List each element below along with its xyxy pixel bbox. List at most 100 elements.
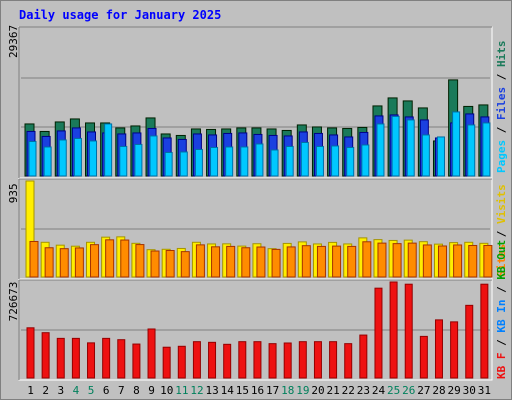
sites-bar [468,244,478,278]
pages-bar [179,151,188,177]
x-tick-label: 11 [175,384,188,397]
x-tick-label: 30 [463,384,476,397]
pages-bar [300,141,309,177]
legend-entry: KB In [495,300,508,333]
sites-bar [195,244,205,278]
legend-entry: KB Out [495,240,508,280]
pages-bar [73,137,82,177]
kb-bar [268,343,277,379]
x-tick-label: 25 [387,384,400,397]
pages-bar [452,111,461,177]
kb-bar [238,341,247,379]
kb-bar [41,332,50,379]
x-tick-label: 28 [432,384,445,397]
x-tick-label: 29 [448,384,461,397]
kb-bar [71,337,80,379]
kb-bar [419,335,428,379]
legend-entry: Sites [495,244,508,277]
pages-bar [240,146,249,177]
sites-bar [59,248,69,278]
kb-bar [359,334,368,379]
pages-bar [210,146,219,177]
kb-bar [177,345,186,379]
legend-entry: / [495,67,508,87]
legend-entry: / [495,120,508,140]
y-max-label: 726673 [7,282,20,322]
x-tick-label: 13 [205,384,218,397]
legend-entry: Hits [495,41,508,68]
kb-bar [208,341,217,379]
pages-bar [134,143,143,177]
x-tick-label: 15 [236,384,249,397]
pages-bar [376,123,385,177]
kb-bar [26,327,35,379]
sites-bar [90,244,100,278]
sites-bar [105,239,115,278]
kb-bar [298,341,307,379]
x-tick-label: 2 [42,384,49,397]
kb-bar [253,341,262,379]
kb-bar [102,337,111,379]
sites-bar [271,248,281,278]
x-tick-label: 19 [296,384,309,397]
pages-bar [331,145,340,177]
sites-bar [347,245,357,278]
sites-bar [120,239,130,278]
sites-bar [135,244,145,278]
kb-bar [465,304,474,379]
x-tick-label: 16 [251,384,264,397]
x-tick-label: 20 [311,384,324,397]
legend: Sites / Visits [495,184,508,277]
kb-bar [404,283,413,379]
x-tick-label: 18 [281,384,294,397]
legend-entry: / [495,280,508,300]
pages-bar [421,134,430,177]
kb-bar [87,342,96,379]
sites-bar [332,245,342,278]
legend-entry: / [495,224,508,244]
pages-bar [164,151,173,177]
x-tick-label: 22 [342,384,355,397]
sites-bar [226,245,236,278]
sites-bar [150,250,160,278]
pages-bar [58,139,67,177]
sites-bar [392,243,402,278]
x-tick-label: 21 [327,384,340,397]
x-tick-label: 1 [27,384,34,397]
sites-bar [286,246,296,278]
pages-bar [225,146,234,177]
pages-bar [467,124,476,177]
chart-title: Daily usage for January 2025 [19,8,222,22]
x-tick-label: 9 [148,384,155,397]
kb-bar [480,283,489,379]
sites-bar [453,244,463,278]
x-tick-label: 17 [266,384,279,397]
pages-bar [346,146,355,177]
legend-entry: Visits [495,184,508,224]
sites-bar [241,247,251,278]
legend: Pages / Files / Hits [495,41,508,174]
kb-bar [434,319,443,379]
kb-bar [192,341,201,379]
kb-bar [132,343,141,379]
x-tick-label: 10 [160,384,173,397]
pages-bar [315,145,324,177]
kb-bar [162,346,171,379]
x-tick-label: 7 [118,384,125,397]
kb-bar [117,339,126,379]
x-tick-label: 23 [357,384,370,397]
sites-bar [165,250,175,278]
pages-bar [436,136,445,177]
pages-bar [43,146,52,177]
pages-bar [104,123,113,177]
x-tick-label: 27 [417,384,430,397]
sites-bar [316,245,326,278]
kb-bar [450,321,459,379]
x-tick-label: 5 [88,384,95,397]
pages-bar [361,144,370,177]
pages-bar [119,145,128,177]
kb-bar [374,287,383,379]
kb-bar [283,342,292,379]
